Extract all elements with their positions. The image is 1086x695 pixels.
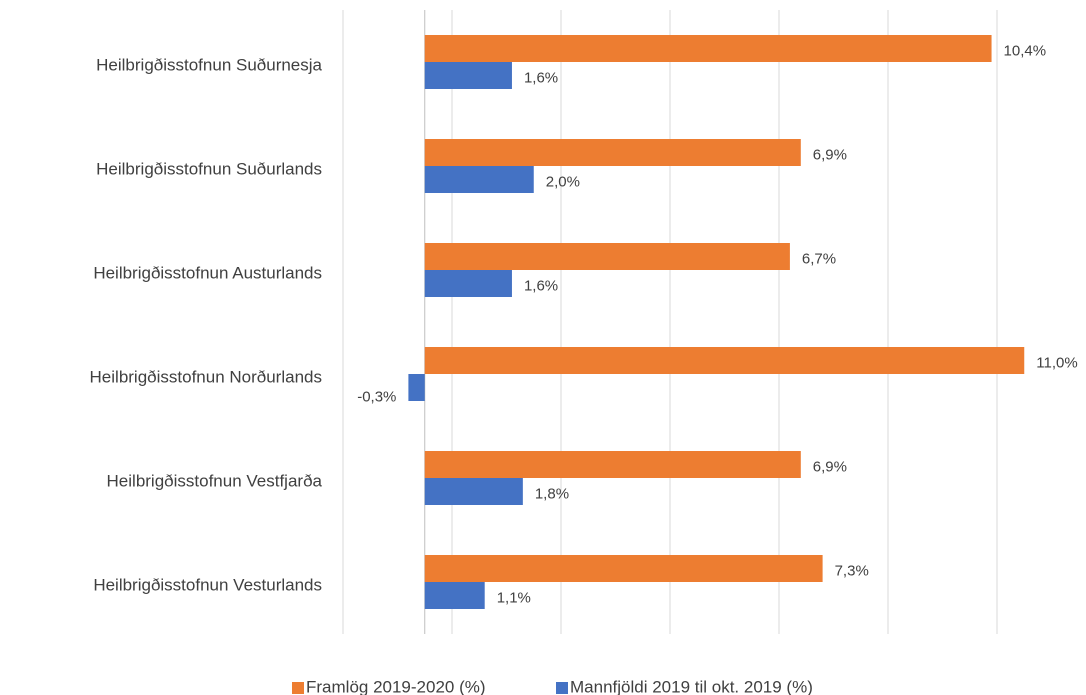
legend-swatch bbox=[292, 682, 304, 694]
y-tick-label: Heilbrigðisstofnun Suðurnesja bbox=[96, 55, 322, 74]
data-label: 1,8% bbox=[535, 485, 569, 502]
legend-swatch bbox=[556, 682, 568, 694]
data-label: 6,9% bbox=[813, 146, 847, 163]
data-label: 2,0% bbox=[546, 173, 580, 190]
y-tick-label: Heilbrigðisstofnun Vesturlands bbox=[93, 575, 322, 594]
bar bbox=[424, 270, 512, 297]
y-tick-label: Heilbrigðisstofnun Suðurlands bbox=[96, 159, 322, 178]
data-label: -0,3% bbox=[357, 388, 396, 405]
bar bbox=[424, 555, 823, 582]
bar bbox=[424, 478, 523, 505]
data-label: 1,1% bbox=[497, 589, 531, 606]
bar bbox=[424, 166, 534, 193]
data-label: 1,6% bbox=[524, 69, 558, 86]
bar bbox=[424, 243, 790, 270]
bar bbox=[424, 139, 801, 166]
data-label: 6,7% bbox=[802, 250, 836, 267]
bar bbox=[408, 374, 425, 401]
data-label: 11,0% bbox=[1036, 354, 1077, 371]
y-tick-label: Heilbrigðisstofnun Austurlands bbox=[93, 263, 322, 282]
bar bbox=[424, 582, 485, 609]
data-label: 1,6% bbox=[524, 277, 558, 294]
bar bbox=[424, 451, 801, 478]
legend-label: Framlög 2019-2020 (%) bbox=[306, 677, 486, 695]
legend-label: Mannfjöldi 2019 til okt. 2019 (%) bbox=[570, 677, 813, 695]
data-label: 7,3% bbox=[835, 562, 869, 579]
data-label: 10,4% bbox=[1004, 42, 1047, 59]
data-label: 6,9% bbox=[813, 458, 847, 475]
y-tick-label: Heilbrigðisstofnun Norðurlands bbox=[90, 367, 322, 386]
y-tick-label: Heilbrigðisstofnun Vestfjarða bbox=[107, 471, 323, 490]
bar bbox=[424, 35, 992, 62]
bar bbox=[424, 62, 512, 89]
bar bbox=[424, 347, 1025, 374]
